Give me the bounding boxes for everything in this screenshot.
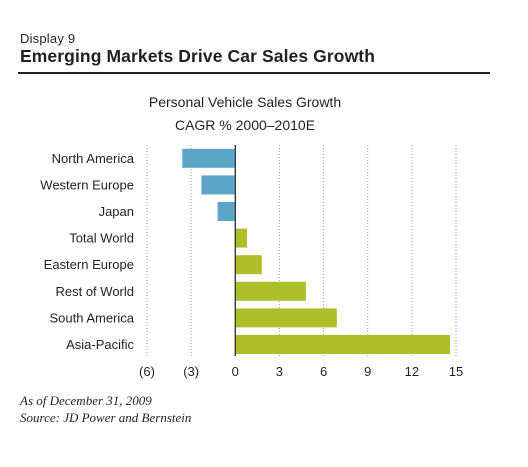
bar-total-world xyxy=(235,228,248,248)
x-tick-label: (3) xyxy=(183,364,199,379)
category-label: Eastern Europe xyxy=(44,257,134,272)
bar-asia-pacific xyxy=(235,335,451,354)
title-rule xyxy=(18,72,490,74)
bar-japan xyxy=(217,202,236,221)
page-title: Emerging Markets Drive Car Sales Growth xyxy=(20,46,375,66)
category-label: Rest of World xyxy=(55,284,134,299)
category-label: Japan xyxy=(99,204,134,219)
bar-eastern-europe xyxy=(235,255,262,275)
chart-title: Personal Vehicle Sales Growth xyxy=(148,94,342,110)
category-label: Western Europe xyxy=(40,177,134,192)
category-label: Asia-Pacific xyxy=(66,337,134,352)
x-tick-label: 0 xyxy=(232,364,239,379)
x-tick-label: 12 xyxy=(405,364,419,379)
bar-rest-of-world xyxy=(235,281,306,301)
category-label: South America xyxy=(49,310,134,325)
chart-subtitle: CAGR % 2000–2010E xyxy=(174,117,316,133)
category-label: North America xyxy=(52,151,135,166)
as-of-note: As of December 31, 2009 xyxy=(20,393,152,408)
x-tick-label: 9 xyxy=(364,364,371,379)
bar-north-america xyxy=(182,148,236,168)
bar-western-europe xyxy=(201,175,236,195)
x-tick-label: (6) xyxy=(139,364,155,379)
display-label: Display 9 xyxy=(20,31,76,46)
x-tick-label: 6 xyxy=(320,364,327,379)
source-note: Source: JD Power and Bernstein xyxy=(20,410,192,425)
bar-south-america xyxy=(235,308,337,328)
category-label: Total World xyxy=(69,231,134,246)
category-labels: North America Western Europe Japan Total Wo… xyxy=(40,151,134,352)
x-tick-label: 15 xyxy=(449,364,463,379)
bars xyxy=(182,145,451,356)
x-tick-label: 3 xyxy=(276,364,283,379)
x-tick-labels: (6) (3) 0 3 6 9 12 15 xyxy=(139,364,463,379)
